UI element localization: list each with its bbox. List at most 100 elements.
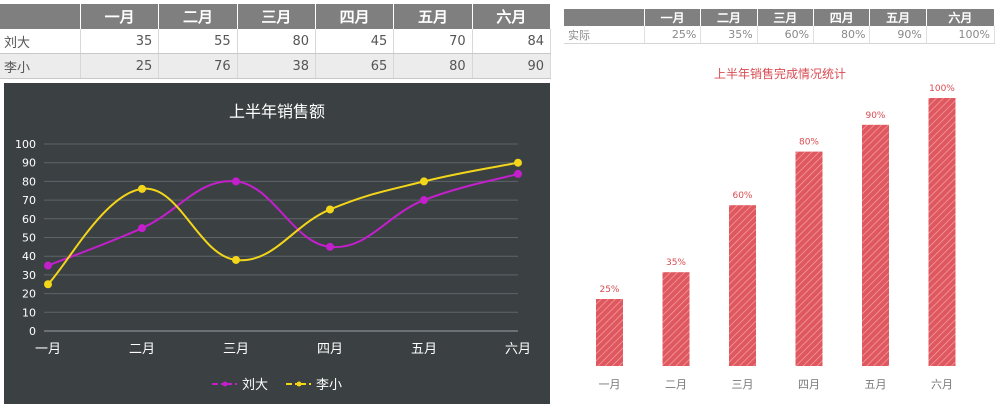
- bar-value-label: 100%: [929, 84, 955, 94]
- sales-line-chart: 上半年销售额 0 10 20 30 40 50 60 70 80 90 100 一月 二月 三月 四月 五月 六月…: [4, 83, 550, 404]
- table-cell: 80: [237, 29, 316, 54]
- y-tick-label: 60: [22, 213, 36, 226]
- corner-cell: [0, 4, 81, 29]
- table-cell: 90%: [869, 26, 927, 44]
- table-cell: 80%: [813, 26, 871, 44]
- data-point: [138, 184, 146, 193]
- table-cell: 65: [315, 53, 395, 79]
- legend-marker: [296, 381, 302, 387]
- month-header: 六月: [926, 9, 996, 26]
- month-header: 六月: [472, 4, 552, 29]
- table-cell: 25%: [644, 26, 702, 44]
- corner-cell: [564, 9, 645, 26]
- x-tick-label: 二月: [129, 342, 155, 357]
- bar-value-label: 35%: [666, 258, 686, 268]
- table-cell: 100%: [926, 26, 996, 44]
- x-tick-label: 一月: [35, 342, 61, 357]
- data-point: [514, 158, 522, 167]
- bar-value-label: 90%: [865, 111, 885, 121]
- data-point: [514, 169, 522, 178]
- x-tick-label: 三月: [223, 342, 249, 357]
- series-line-0: [47, 172, 519, 267]
- data-point: [44, 280, 52, 289]
- table-cell: 90: [472, 53, 552, 79]
- sales-table: 一月 二月 三月 四月 五月 六月 刘大 35 55 80 45 70 84 李…: [0, 4, 552, 79]
- row-name: 实际: [564, 26, 645, 44]
- data-point: [420, 196, 428, 205]
- month-header: 五月: [393, 4, 473, 29]
- table-cell: 76: [158, 53, 238, 79]
- month-header: 三月: [237, 4, 316, 29]
- table-cell: 38: [237, 53, 316, 79]
- month-header: 二月: [158, 4, 238, 29]
- bar-value-label: 25%: [599, 285, 619, 295]
- chart-title: 上半年销售额: [229, 102, 325, 121]
- x-tick-label: 五月: [865, 378, 887, 391]
- bar: [928, 98, 956, 366]
- month-header: 一月: [80, 4, 160, 29]
- table-cell: 84: [472, 29, 552, 54]
- table-cell: 35%: [700, 26, 758, 44]
- data-point: [326, 242, 334, 251]
- month-header: 三月: [757, 9, 815, 26]
- x-tick-label: 四月: [798, 378, 820, 391]
- table-cell: 55: [158, 29, 238, 54]
- y-tick-label: 100: [15, 138, 36, 151]
- y-tick-label: 0: [29, 325, 36, 338]
- x-tick-label: 三月: [732, 378, 754, 391]
- y-tick-label: 70: [22, 194, 36, 207]
- month-header: 四月: [315, 4, 395, 29]
- data-point: [232, 255, 240, 264]
- data-point: [232, 177, 240, 186]
- table-header-row: 一月 二月 三月 四月 五月 六月: [0, 4, 552, 29]
- chart-title: 上半年销售完成情况统计: [714, 66, 846, 81]
- legend-label: 刘大: [242, 378, 268, 393]
- table-cell: 60%: [757, 26, 815, 44]
- data-point: [138, 224, 146, 233]
- y-tick-label: 80: [22, 175, 36, 188]
- completion-table: 一月 二月 三月 四月 五月 六月 实际 25% 35% 60% 80% 90%…: [564, 9, 996, 44]
- data-point: [420, 177, 428, 186]
- x-tick-label: 六月: [931, 378, 953, 391]
- data-point: [326, 205, 334, 214]
- table-header-row: 一月 二月 三月 四月 五月 六月: [564, 9, 996, 26]
- x-tick-label: 五月: [411, 342, 437, 357]
- month-header: 二月: [700, 9, 758, 26]
- y-tick-label: 90: [22, 157, 36, 170]
- y-tick-label: 20: [22, 288, 36, 301]
- month-header: 一月: [644, 9, 702, 26]
- table-cell: 45: [315, 29, 395, 54]
- bar: [862, 124, 889, 366]
- completion-bar-chart: 上半年销售完成情况统计 25% 一月 35% 二月 60% 三月 80% 四月 90% 五月 100%…: [564, 60, 996, 405]
- bar-chart-canvas: 上半年销售完成情况统计 25% 一月 35% 二月 60% 三月 80% 四月 90% 五月 100%…: [596, 66, 956, 391]
- x-tick-label: 四月: [317, 342, 343, 357]
- x-tick-label: 六月: [505, 342, 531, 357]
- table-row: 实际 25% 35% 60% 80% 90% 100%: [564, 26, 996, 44]
- table-cell: 70: [393, 29, 473, 54]
- table-cell: 80: [393, 53, 473, 79]
- bar: [729, 205, 756, 366]
- bar: [795, 151, 823, 366]
- line-chart-canvas: 上半年销售额 0 10 20 30 40 50 60 70 80 90 100 一月 二月 三月 四月 五月 六月…: [15, 102, 531, 393]
- table-row: 刘大 35 55 80 45 70 84: [0, 29, 552, 54]
- table-cell: 35: [80, 29, 160, 54]
- x-tick-label: 二月: [665, 378, 687, 391]
- y-tick-label: 10: [22, 306, 36, 319]
- month-header: 四月: [813, 9, 871, 26]
- y-tick-label: 50: [22, 232, 36, 245]
- legend-marker: [222, 381, 228, 387]
- row-name: 李小: [0, 53, 81, 79]
- y-tick-label: 30: [22, 269, 36, 282]
- bar-value-label: 80%: [799, 138, 819, 148]
- data-point: [44, 261, 52, 270]
- table-cell: 25: [80, 53, 160, 79]
- bar: [596, 299, 623, 366]
- row-name: 刘大: [0, 29, 81, 54]
- month-header: 五月: [869, 9, 927, 26]
- table-row: 李小 25 76 38 65 80 90: [0, 53, 552, 79]
- legend-label: 李小: [316, 378, 342, 393]
- bar: [662, 272, 690, 366]
- bar-value-label: 60%: [732, 191, 752, 201]
- y-tick-label: 40: [22, 250, 36, 263]
- x-tick-label: 一月: [599, 378, 621, 391]
